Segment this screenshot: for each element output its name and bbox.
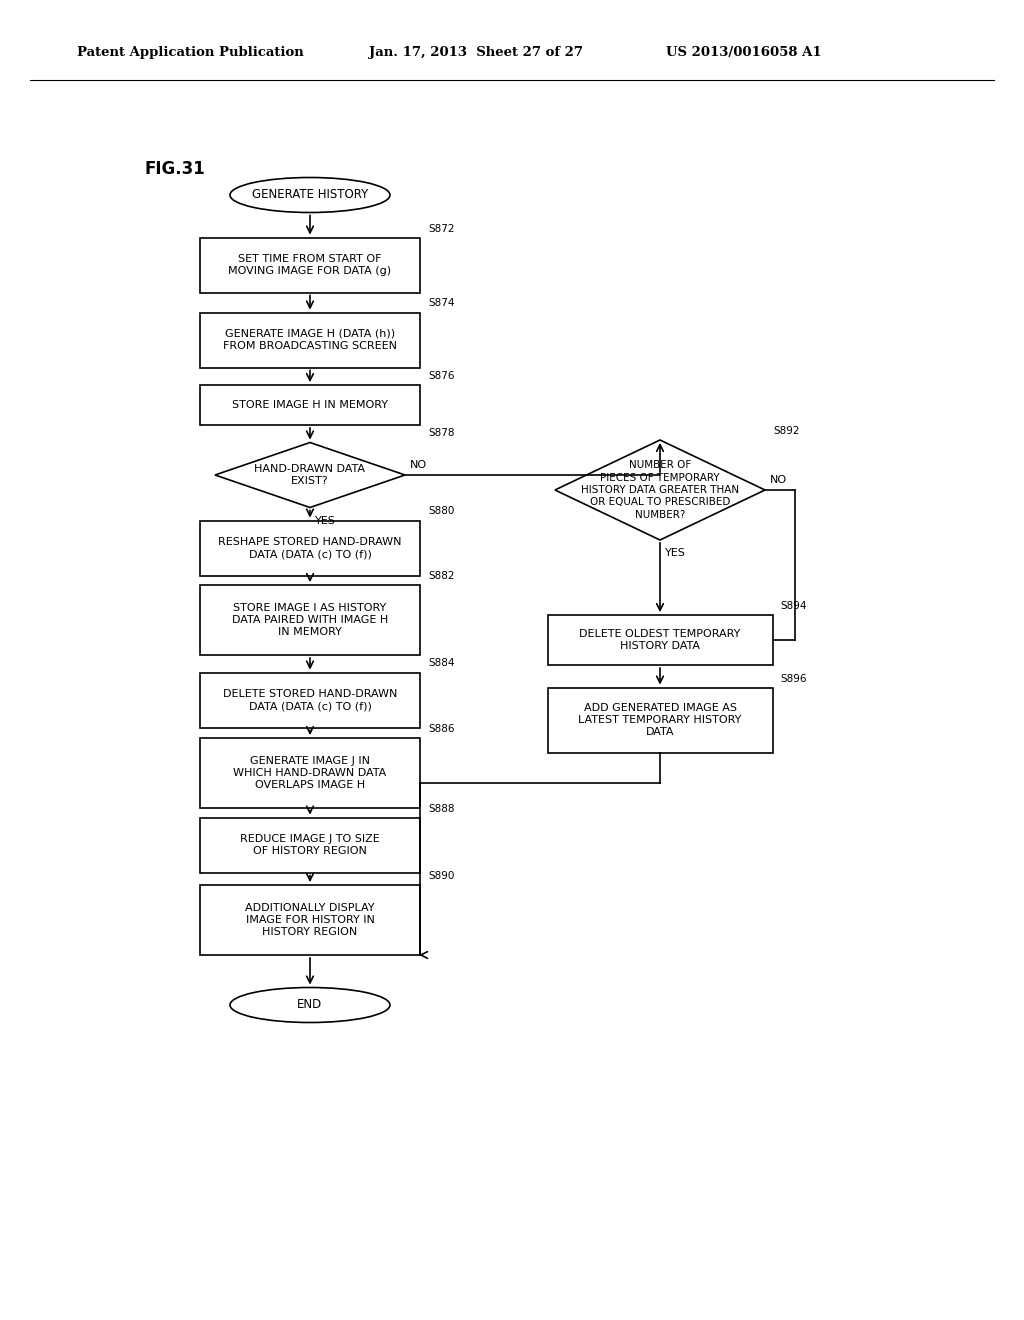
Text: YES: YES bbox=[315, 516, 336, 525]
Text: S882: S882 bbox=[428, 572, 455, 581]
Bar bbox=[200, 585, 420, 655]
Text: S874: S874 bbox=[428, 298, 455, 309]
Text: HAND-DRAWN DATA
EXIST?: HAND-DRAWN DATA EXIST? bbox=[255, 463, 366, 486]
Text: S880: S880 bbox=[428, 507, 455, 516]
Bar bbox=[200, 738, 420, 808]
Text: NO: NO bbox=[770, 475, 787, 484]
Text: S878: S878 bbox=[428, 429, 455, 438]
Text: GENERATE IMAGE H (DATA (h))
FROM BROADCASTING SCREEN: GENERATE IMAGE H (DATA (h)) FROM BROADCA… bbox=[223, 329, 397, 351]
Bar bbox=[548, 615, 772, 665]
Text: SET TIME FROM START OF
MOVING IMAGE FOR DATA (g): SET TIME FROM START OF MOVING IMAGE FOR … bbox=[228, 253, 391, 276]
Text: DELETE STORED HAND-DRAWN
DATA (DATA (c) TO (f)): DELETE STORED HAND-DRAWN DATA (DATA (c) … bbox=[223, 689, 397, 711]
Text: S892: S892 bbox=[773, 426, 800, 436]
Bar bbox=[200, 238, 420, 293]
Text: DELETE OLDEST TEMPORARY
HISTORY DATA: DELETE OLDEST TEMPORARY HISTORY DATA bbox=[580, 628, 740, 651]
Bar bbox=[200, 884, 420, 954]
Text: S884: S884 bbox=[428, 659, 455, 668]
Text: NO: NO bbox=[410, 459, 427, 470]
Text: Jan. 17, 2013  Sheet 27 of 27: Jan. 17, 2013 Sheet 27 of 27 bbox=[369, 46, 583, 59]
Bar bbox=[200, 313, 420, 367]
Text: S896: S896 bbox=[780, 673, 807, 684]
Text: ADDITIONALLY DISPLAY
IMAGE FOR HISTORY IN
HISTORY REGION: ADDITIONALLY DISPLAY IMAGE FOR HISTORY I… bbox=[246, 903, 375, 937]
Polygon shape bbox=[215, 442, 406, 507]
Text: S890: S890 bbox=[428, 871, 455, 880]
Text: STORE IMAGE H IN MEMORY: STORE IMAGE H IN MEMORY bbox=[232, 400, 388, 411]
Text: S876: S876 bbox=[428, 371, 455, 381]
Text: S888: S888 bbox=[428, 804, 455, 813]
Bar bbox=[200, 817, 420, 873]
Bar bbox=[200, 672, 420, 727]
Text: US 2013/0016058 A1: US 2013/0016058 A1 bbox=[666, 46, 821, 59]
Text: S886: S886 bbox=[428, 723, 455, 734]
Text: GENERATE HISTORY: GENERATE HISTORY bbox=[252, 189, 368, 202]
Text: S894: S894 bbox=[780, 601, 807, 611]
Text: STORE IMAGE I AS HISTORY
DATA PAIRED WITH IMAGE H
IN MEMORY: STORE IMAGE I AS HISTORY DATA PAIRED WIT… bbox=[231, 603, 388, 638]
Text: S872: S872 bbox=[428, 223, 455, 234]
Ellipse shape bbox=[230, 987, 390, 1023]
Ellipse shape bbox=[230, 177, 390, 213]
Text: Patent Application Publication: Patent Application Publication bbox=[77, 46, 303, 59]
Polygon shape bbox=[555, 440, 765, 540]
Text: YES: YES bbox=[665, 548, 686, 558]
Text: END: END bbox=[297, 998, 323, 1011]
Bar bbox=[200, 385, 420, 425]
Text: ADD GENERATED IMAGE AS
LATEST TEMPORARY HISTORY
DATA: ADD GENERATED IMAGE AS LATEST TEMPORARY … bbox=[579, 702, 741, 738]
Text: FIG.31: FIG.31 bbox=[145, 160, 206, 178]
Text: GENERATE IMAGE J IN
WHICH HAND-DRAWN DATA
OVERLAPS IMAGE H: GENERATE IMAGE J IN WHICH HAND-DRAWN DAT… bbox=[233, 755, 387, 791]
Text: NUMBER OF
PIECES OF TEMPORARY
HISTORY DATA GREATER THAN
OR EQUAL TO PRESCRIBED
N: NUMBER OF PIECES OF TEMPORARY HISTORY DA… bbox=[581, 461, 739, 520]
Bar bbox=[548, 688, 772, 752]
Bar bbox=[200, 520, 420, 576]
Text: REDUCE IMAGE J TO SIZE
OF HISTORY REGION: REDUCE IMAGE J TO SIZE OF HISTORY REGION bbox=[240, 834, 380, 857]
Text: RESHAPE STORED HAND-DRAWN
DATA (DATA (c) TO (f)): RESHAPE STORED HAND-DRAWN DATA (DATA (c)… bbox=[218, 537, 401, 560]
